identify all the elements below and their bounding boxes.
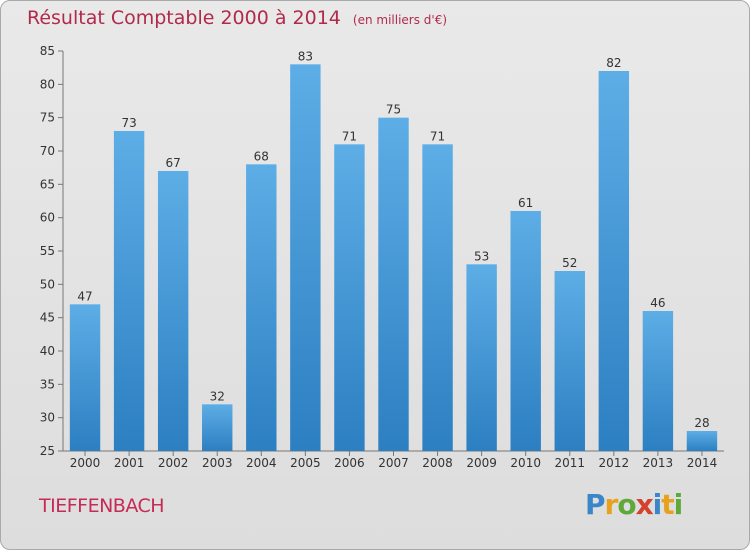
- bar-2014: [686, 431, 718, 451]
- logo-letter: r: [604, 488, 619, 521]
- bar-2008: [422, 144, 453, 452]
- data-label-2000: 47: [77, 289, 92, 303]
- data-label-2003: 32: [210, 389, 225, 403]
- x-tick-label-2001: 2001: [114, 456, 145, 470]
- y-tick-label: 25: [40, 444, 55, 458]
- data-label-2001: 73: [121, 116, 136, 130]
- data-label-2002: 67: [166, 156, 181, 170]
- logo-letter: o: [617, 488, 636, 521]
- y-tick-label: 60: [40, 211, 55, 225]
- bar-2010: [510, 211, 541, 451]
- chart-title: Résultat Comptable 2000 à 2014: [27, 7, 341, 29]
- bar-2009: [466, 264, 497, 451]
- logo-letter: x: [635, 488, 654, 521]
- bar-2000: [69, 304, 101, 451]
- bar-2002: [157, 171, 189, 451]
- bar-2012: [598, 71, 630, 451]
- logo-letter: i: [652, 488, 663, 521]
- x-tick-label-2004: 2004: [246, 456, 277, 470]
- bar-2007: [378, 117, 409, 452]
- logo-letter: t: [661, 488, 674, 521]
- y-axis: 25 30 35 40 45 50 55 60 65 70 75 80 85: [40, 44, 64, 458]
- bar-2001: [113, 131, 145, 451]
- chart-subtitle: (en milliers d'€): [352, 13, 448, 27]
- data-label-2011: 52: [562, 256, 577, 270]
- y-tick-label: 80: [40, 77, 55, 91]
- bar-2005: [290, 64, 321, 452]
- y-tick-label: 40: [40, 344, 55, 358]
- data-label-2007: 75: [386, 103, 401, 117]
- x-axis: 2000 2001 2002 2003 2004 2005 2006 2007 2008 2009…: [63, 450, 724, 470]
- x-tick-label-2002: 2002: [158, 456, 189, 470]
- y-tick-label: 75: [40, 111, 55, 125]
- y-tick-label: 50: [40, 277, 55, 291]
- x-tick-label-2014: 2014: [687, 456, 718, 470]
- x-tick-label-2005: 2005: [290, 456, 321, 470]
- x-tick-label-2012: 2012: [599, 456, 630, 470]
- bars: 47 73 67 32 68 83 71 75 71 53 61 52 82 46 28: [69, 49, 718, 452]
- data-label-2013: 46: [650, 296, 665, 310]
- logo-letter: P: [585, 488, 606, 521]
- x-tick-label-2011: 2011: [554, 456, 585, 470]
- title-row: Résultat Comptable 2000 à 2014 (en millie…: [27, 7, 447, 29]
- x-tick-label-2010: 2010: [510, 456, 541, 470]
- data-label-2014: 28: [694, 416, 709, 430]
- x-tick-label-2000: 2000: [70, 456, 101, 470]
- data-label-2012: 82: [606, 56, 621, 70]
- proxiti-logo: Proxiti: [585, 488, 684, 521]
- data-label-2006: 71: [342, 129, 357, 143]
- x-tick-label-2009: 2009: [466, 456, 497, 470]
- data-label-2008: 71: [430, 129, 445, 143]
- bar-2013: [642, 311, 674, 451]
- bar-2006: [334, 144, 365, 452]
- y-tick-label: 70: [40, 144, 55, 158]
- data-label-2009: 53: [474, 249, 489, 263]
- x-tick-label-2007: 2007: [378, 456, 409, 470]
- x-tick-label-2008: 2008: [422, 456, 453, 470]
- bar-2004: [246, 164, 277, 452]
- y-tick-label: 30: [40, 411, 55, 425]
- x-tick-label-2006: 2006: [334, 456, 365, 470]
- x-tick-label-2003: 2003: [202, 456, 233, 470]
- y-tick-label: 35: [40, 377, 55, 391]
- y-tick-label: 65: [40, 177, 55, 191]
- y-tick-label: 55: [40, 244, 55, 258]
- logo-letter: i: [673, 488, 684, 521]
- x-tick-label-2013: 2013: [643, 456, 674, 470]
- data-label-2004: 68: [254, 149, 269, 163]
- data-label-2005: 83: [298, 49, 313, 63]
- commune-name: TIEFFENBACH: [39, 495, 165, 517]
- data-label-2010: 61: [518, 196, 533, 210]
- bar-2011: [554, 271, 585, 451]
- bar-2003: [202, 404, 233, 451]
- y-tick-label: 85: [40, 44, 55, 58]
- y-tick-label: 45: [40, 311, 55, 325]
